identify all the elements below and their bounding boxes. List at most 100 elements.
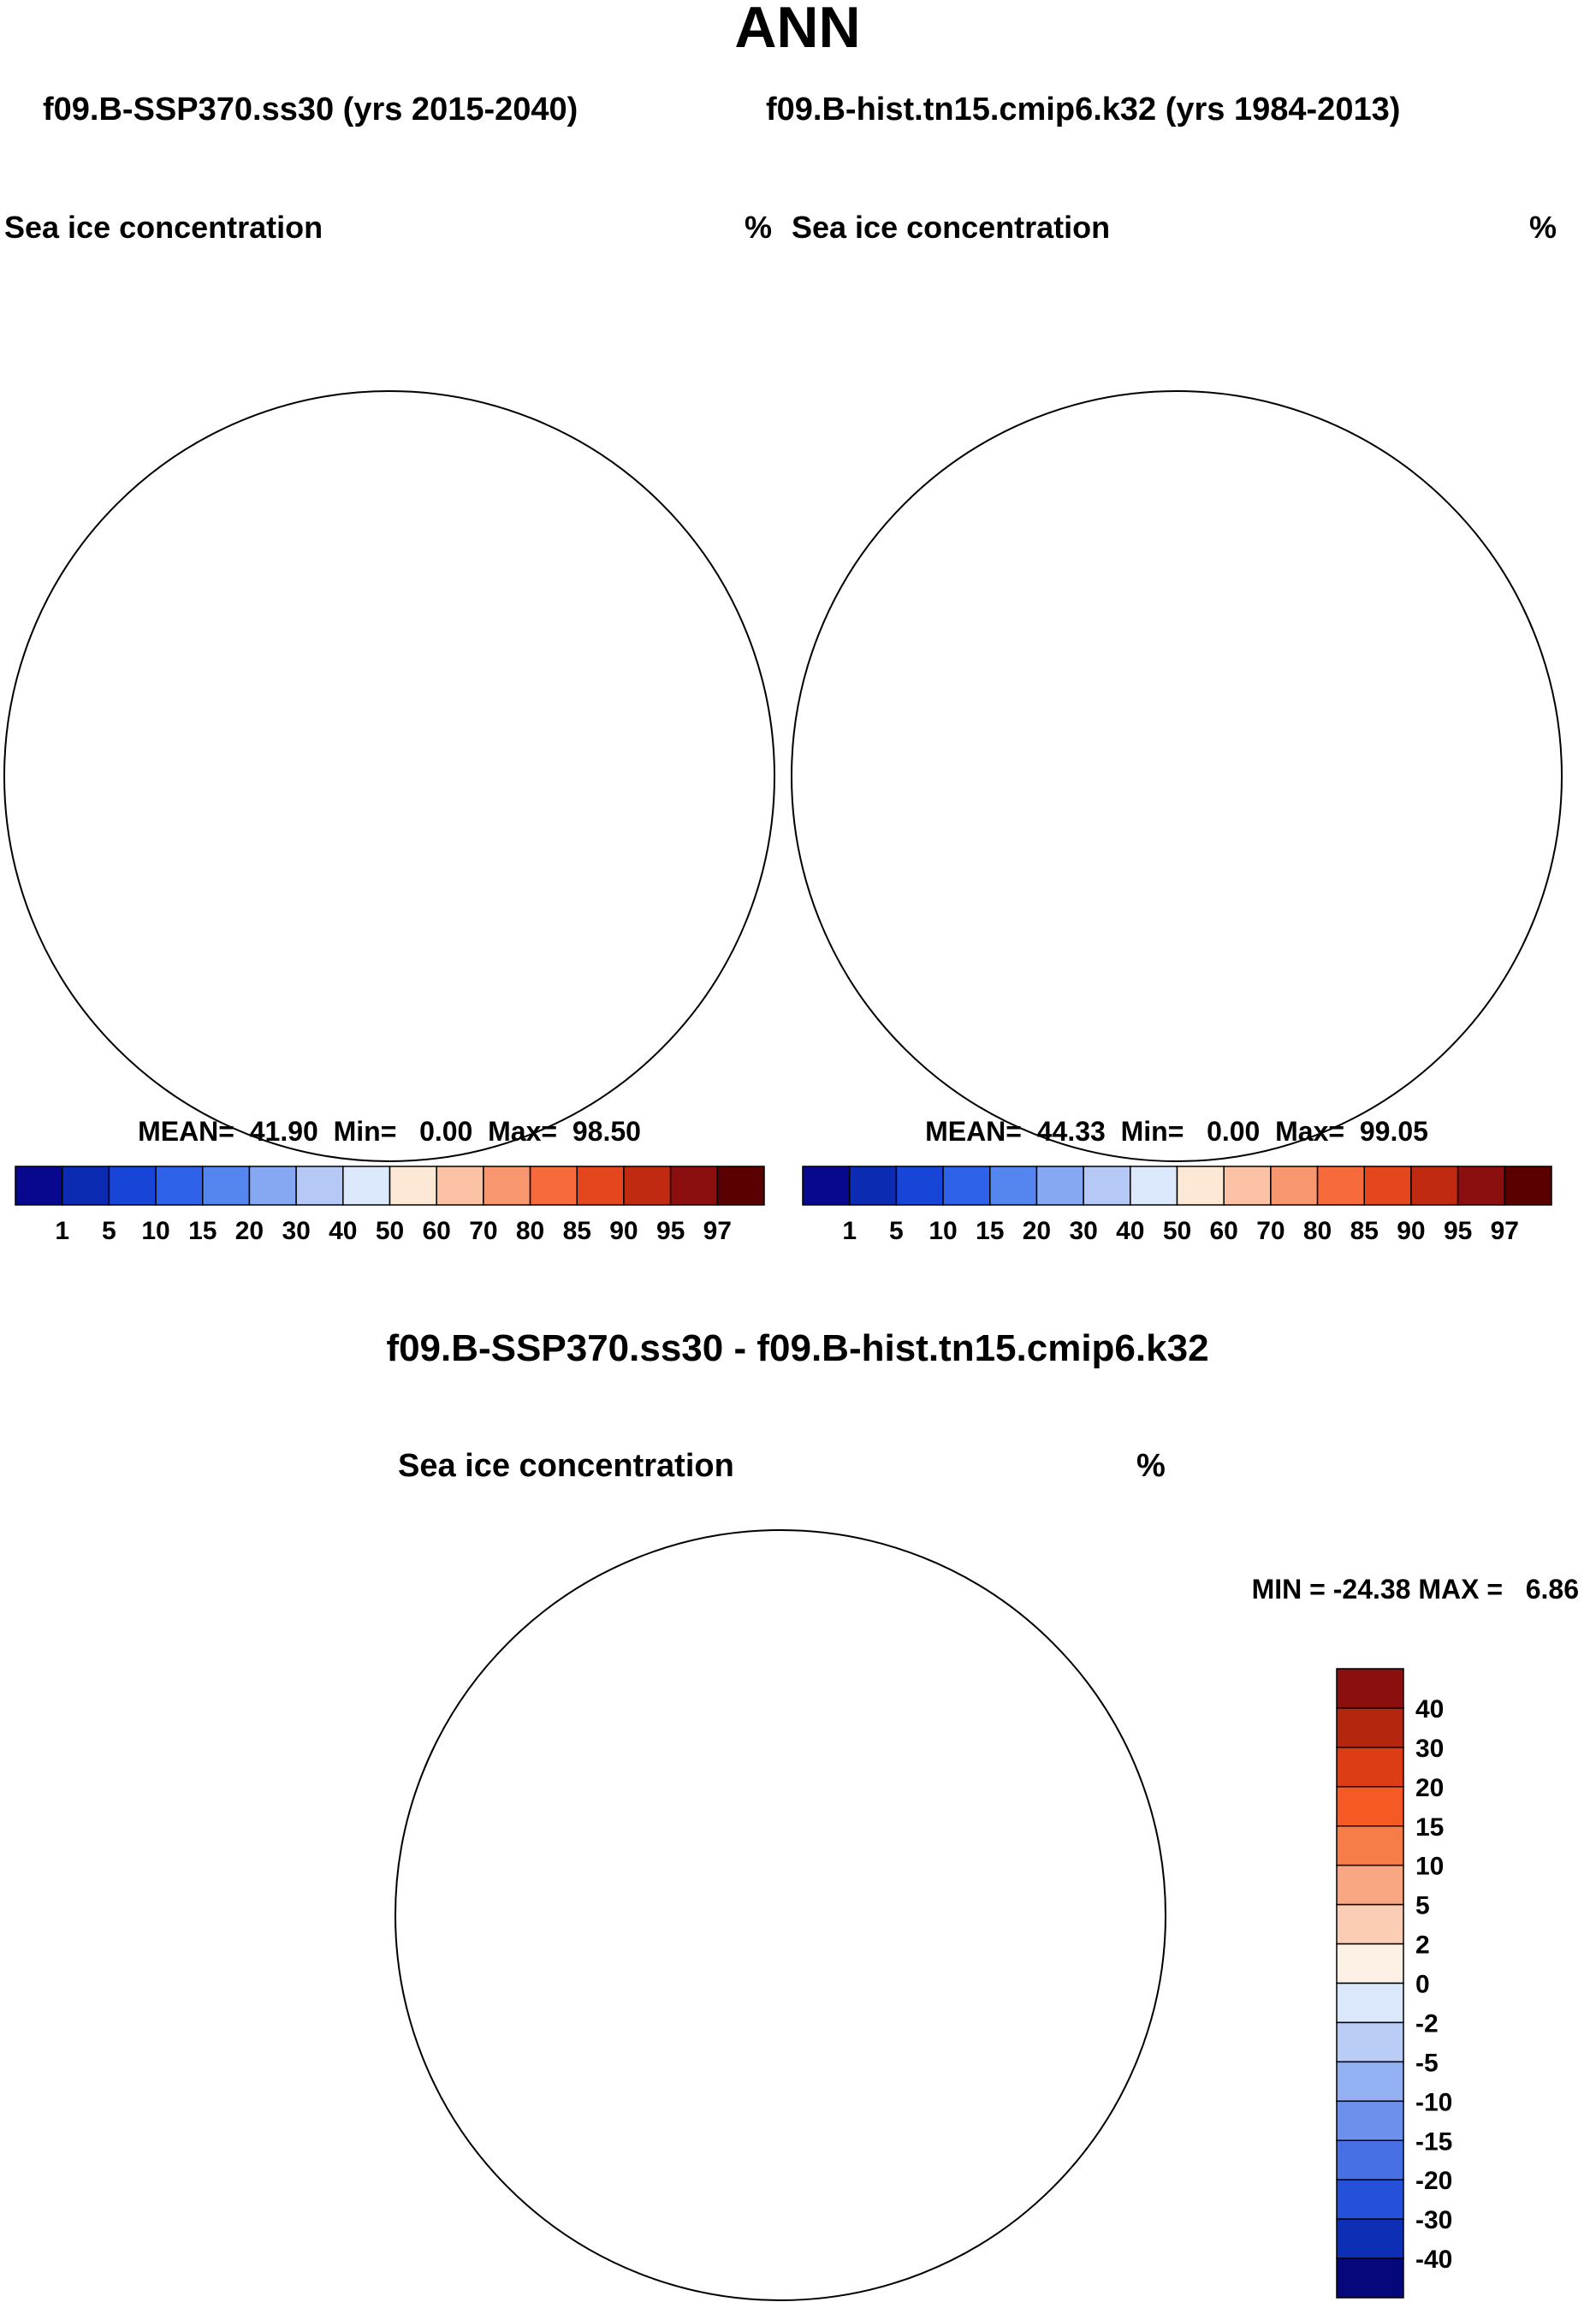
colorbar-box	[1336, 1825, 1404, 1866]
colorbar-tick-label: 15	[188, 1217, 217, 1245]
colorbar-box	[1336, 1864, 1404, 1906]
colorbar-box	[623, 1166, 672, 1206]
colorbar-box	[989, 1166, 1038, 1206]
colorbar-tick-label: 85	[563, 1217, 591, 1245]
colorbar-box	[1336, 1747, 1404, 1788]
colorbar-tick-label: 15	[1415, 1813, 1444, 1842]
colorbar-box	[202, 1166, 251, 1206]
colorbar-box	[1363, 1166, 1412, 1206]
colorbar-tick-label: -15	[1415, 2127, 1452, 2156]
colorbar-tick-label: -10	[1415, 2088, 1452, 2116]
panel-a-stats: MEAN= 41.90 Min= 0.00 Max= 98.50	[138, 1116, 641, 1147]
colorbar-tick-label: 5	[889, 1217, 904, 1245]
colorbar-tick-label: 10	[1415, 1853, 1444, 1881]
panel-a-units: %	[745, 210, 772, 245]
colorbar-box	[248, 1166, 297, 1206]
colorbar-box	[1336, 2258, 1404, 2299]
colorbar-tick-label: 20	[1023, 1217, 1051, 1245]
colorbar-tick-label: 40	[1116, 1217, 1144, 1245]
colorbar-box	[155, 1166, 204, 1206]
colorbar-box	[1336, 2139, 1404, 2180]
panel-b-title: Sea ice concentration	[792, 210, 1110, 245]
colorbar-box	[576, 1166, 625, 1206]
colorbar-tick-label: 80	[1303, 1217, 1332, 1245]
colorbar-tick-label: -40	[1415, 2246, 1452, 2274]
colorbar-tick-label: -20	[1415, 2167, 1452, 2195]
map-panel-diff	[395, 1529, 1166, 2301]
colorbar-tick-label: 90	[1397, 1217, 1425, 1245]
colorbar-box	[1336, 2100, 1404, 2141]
colorbar-box	[1176, 1166, 1225, 1206]
colorbar-box	[1336, 1943, 1404, 1985]
colorbar-box	[436, 1166, 484, 1206]
colorbar-box	[1336, 1707, 1404, 1748]
colorbar-tick-label: 70	[469, 1217, 497, 1245]
colorbar-tick-label: 95	[656, 1217, 685, 1245]
panel-a-title: Sea ice concentration	[4, 210, 323, 245]
colorbar-box	[1130, 1166, 1178, 1206]
colorbar-box	[15, 1166, 63, 1206]
colorbar-box	[483, 1166, 531, 1206]
colorbar-box	[1316, 1166, 1365, 1206]
colorbar-tick-label: 15	[976, 1217, 1004, 1245]
panel-b-stats: MEAN= 44.33 Min= 0.00 Max= 99.05	[925, 1116, 1428, 1147]
colorbar-tick-label: 20	[1415, 1774, 1444, 1802]
colorbar-box	[1336, 1786, 1404, 1827]
colorbar-tick-label: 97	[703, 1217, 732, 1245]
colorbar-tick-label: 20	[235, 1217, 264, 1245]
colorbar-tick-label: 60	[423, 1217, 451, 1245]
panel-c-stats: MIN = -24.38 MAX = 6.86	[1252, 1574, 1579, 1605]
colorbar-box	[848, 1166, 898, 1206]
colorbar-box	[108, 1166, 157, 1206]
subtitle-left: f09.B-SSP370.ss30 (yrs 2015-2040)	[43, 92, 578, 128]
colorbar-box	[1457, 1166, 1506, 1206]
colorbar-tick-label: 10	[929, 1217, 957, 1245]
colorbar-tick-label: -30	[1415, 2206, 1452, 2234]
colorbar-tick-label: 5	[102, 1217, 116, 1245]
colorbar-tick-label: 40	[329, 1217, 357, 1245]
colorbar-box	[342, 1166, 391, 1206]
colorbar-box	[1270, 1166, 1319, 1206]
panel-b-units: %	[1529, 210, 1557, 245]
colorbar-tick-label: 30	[282, 1217, 310, 1245]
colorbar-panel-a: 1 5 10 15 20 30 40 50 60 70 80 85 90 95 97	[15, 1166, 765, 1245]
colorbar-tick-label: 90	[609, 1217, 638, 1245]
colorbar-box	[389, 1166, 437, 1206]
colorbar-tick-label: 1	[55, 1217, 69, 1245]
colorbar-tick-label: 0	[1415, 1971, 1430, 1999]
colorbar-tick-label: 50	[1163, 1217, 1191, 1245]
colorbar-box	[669, 1166, 719, 1206]
colorbar-box	[1336, 2021, 1404, 2063]
colorbar-tick-label: 85	[1350, 1217, 1379, 1245]
colorbar-tick-label: 80	[516, 1217, 544, 1245]
colorbar-tick-label: 95	[1444, 1217, 1472, 1245]
colorbar-tick-label: -2	[1415, 2009, 1439, 2038]
colorbar-box	[1336, 1668, 1404, 1709]
colorbar-tick-label: 60	[1210, 1217, 1238, 1245]
colorbar-tick-label: 30	[1069, 1217, 1097, 1245]
colorbar-box	[1083, 1166, 1131, 1206]
colorbar-box	[895, 1166, 944, 1206]
season-title: ANN	[734, 0, 860, 60]
colorbar-box	[61, 1166, 110, 1206]
colorbar-tick-label: 50	[376, 1217, 404, 1245]
diff-title: f09.B-SSP370.ss30 - f09.B-hist.tn15.cmip…	[386, 1327, 1208, 1369]
colorbar-box	[1336, 2061, 1404, 2103]
panel-c-title: Sea ice concentration	[398, 1448, 734, 1484]
colorbar-tick-label: -5	[1415, 2049, 1439, 2077]
map-panel-a	[3, 390, 776, 1172]
colorbar-tick-label: 70	[1256, 1217, 1285, 1245]
colorbar-tick-label: 1	[842, 1217, 857, 1245]
subtitle-right: f09.B-hist.tn15.cmip6.k32 (yrs 1984-2013…	[766, 92, 1400, 128]
colorbar-box	[1035, 1166, 1084, 1206]
colorbar-box	[942, 1166, 991, 1206]
colorbar-box	[529, 1166, 578, 1206]
panel-c-units: %	[1136, 1448, 1166, 1484]
colorbar-tick-label: 10	[141, 1217, 169, 1245]
colorbar-tick-label: 2	[1415, 1931, 1430, 1960]
colorbar-tick-label: 5	[1415, 1892, 1430, 1920]
colorbar-box	[1336, 2179, 1404, 2220]
colorbar-box	[802, 1166, 851, 1206]
